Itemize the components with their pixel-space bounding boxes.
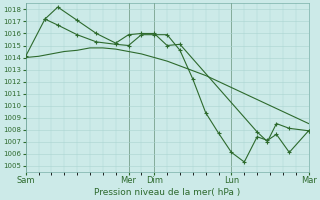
X-axis label: Pression niveau de la mer( hPa ): Pression niveau de la mer( hPa ) bbox=[94, 188, 240, 197]
